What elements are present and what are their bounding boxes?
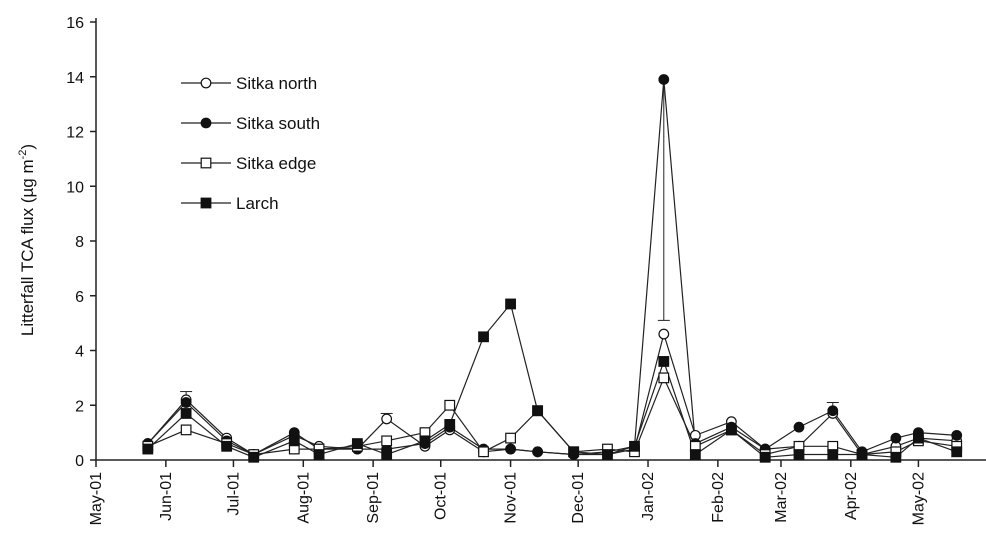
data-point-sitka-north (658, 328, 670, 340)
data-point-larch (313, 449, 325, 460)
data-point-sitka-north (381, 413, 393, 425)
data-point-larch (221, 440, 233, 452)
y-tick-label: 2 (75, 398, 84, 415)
data-point-larch (288, 435, 300, 447)
legend-label-sitka-edge: Sitka edge (236, 154, 316, 173)
x-tick-label: May-01 (88, 472, 105, 525)
x-tick-label: Jan-02 (640, 472, 657, 521)
series-line-sitka-south (147, 79, 957, 456)
data-point-larch (629, 440, 640, 452)
x-tick-label: Apr-02 (843, 472, 860, 520)
data-point-sitka-south (951, 429, 963, 441)
y-tick-label: 10 (66, 179, 84, 196)
data-point-sitka-edge (478, 446, 489, 458)
data-point-sitka-south (658, 74, 670, 85)
data-point-sitka-south (505, 443, 516, 455)
y-tick-label: 6 (75, 289, 84, 306)
legend-label-sitka-south: Sitka south (236, 114, 320, 133)
legend-marker-larch (200, 197, 212, 209)
series-line-sitka-north (147, 331, 957, 456)
data-point-larch (856, 449, 868, 460)
data-point-larch (890, 451, 902, 463)
data-point-sitka-south (827, 405, 839, 417)
series-lines (147, 79, 957, 458)
data-point-larch (759, 451, 771, 463)
data-point-larch (478, 331, 489, 343)
y-axis: 0 2 4 6 8 10 12 14 16 (66, 15, 97, 470)
data-point-larch (658, 356, 670, 367)
data-point-larch (419, 435, 431, 447)
x-tick-label: Mar-02 (773, 472, 790, 523)
legend-marker-sitka-south (200, 117, 212, 129)
y-tick-label: 8 (75, 234, 84, 251)
data-point-sitka-south (890, 432, 902, 444)
data-point-larch (725, 424, 737, 436)
legend-label-sitka-north: Sitka north (236, 74, 317, 93)
x-tick-label: Oct-01 (433, 472, 450, 520)
x-tick-label: Jul-01 (225, 472, 242, 516)
data-point-sitka-edge (505, 432, 516, 444)
x-axis: May-01 Jun-01 Jul-01 Aug-01 Sep-01 Oct-01 Nov-… (88, 459, 986, 525)
x-tick-label: Sep-01 (365, 472, 382, 524)
data-point-larch (351, 438, 363, 449)
data-point-larch (793, 449, 805, 460)
legend-marker-sitka-edge (200, 157, 212, 169)
y-tick-label: 16 (66, 15, 84, 32)
x-tick-label: Dec-01 (570, 472, 587, 524)
x-tick-label: May-02 (910, 472, 927, 525)
data-point-larch (180, 408, 192, 419)
legend: Sitka north Sitka south Sitka edge Larch (181, 74, 320, 213)
data-point-sitka-edge (444, 399, 456, 411)
data-point-sitka-edge (180, 424, 192, 436)
y-axis-title-text: Litterfall TCA flux (µg m-2) (17, 144, 37, 336)
data-point-larch (689, 449, 701, 460)
y-tick-label: 14 (66, 70, 84, 87)
data-point-sitka-south (793, 421, 805, 433)
data-point-larch (602, 449, 613, 460)
legend-marker-sitka-north (200, 77, 212, 89)
data-point-larch (381, 449, 393, 460)
y-tick-label: 0 (75, 453, 84, 470)
data-point-sitka-south (532, 446, 544, 458)
y-axis-title-close: ) (18, 144, 37, 150)
data-point-larch (505, 298, 516, 310)
data-point-larch (532, 405, 544, 417)
data-point-sitka-south (180, 397, 192, 408)
data-point-larch (142, 443, 154, 455)
data-point-sitka-edge (381, 435, 393, 447)
data-point-larch (444, 419, 456, 430)
legend-label-larch: Larch (236, 194, 279, 213)
series-line-larch (147, 302, 957, 458)
y-axis-title-main: Litterfall TCA flux (µg m (18, 159, 37, 336)
data-point-larch (951, 446, 963, 458)
data-point-larch (913, 432, 924, 444)
data-point-larch (827, 449, 839, 460)
x-tick-label: Nov-01 (503, 472, 520, 524)
data-point-larch (248, 451, 260, 463)
y-tick-label: 12 (66, 125, 84, 142)
data-point-larch (568, 446, 580, 458)
y-axis-title: Litterfall TCA flux (µg m-2) (17, 144, 37, 336)
y-axis-title-superscript: -2 (17, 150, 29, 160)
data-point-sitka-edge (658, 372, 670, 384)
series-markers (142, 74, 963, 463)
x-tick-label: Aug-01 (295, 472, 312, 524)
x-tick-label: Jun-01 (158, 472, 175, 521)
x-tick-label: Feb-02 (710, 472, 727, 523)
y-tick-label: 4 (75, 344, 84, 361)
